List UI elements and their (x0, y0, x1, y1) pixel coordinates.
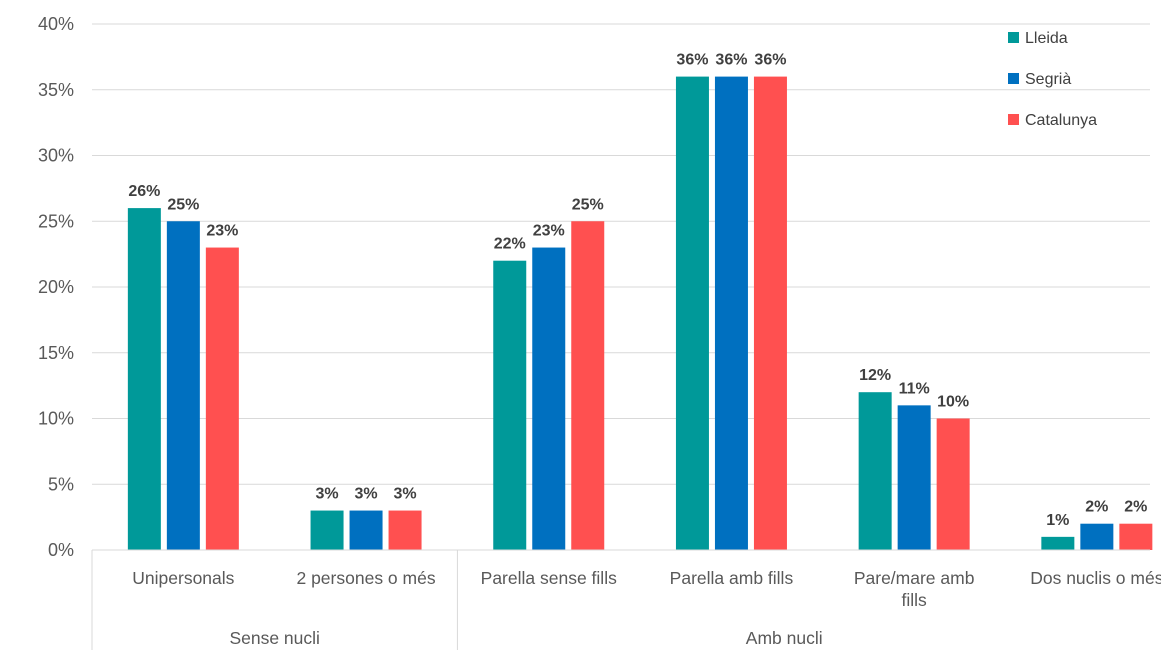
bar-segri- (897, 405, 931, 550)
bar-catalunya (388, 510, 422, 550)
bar-catalunya (936, 418, 970, 550)
data-label: 3% (354, 486, 377, 503)
x-category-label: 2 persones o més (296, 568, 435, 588)
bar-lleida (127, 208, 161, 550)
data-label: 3% (393, 486, 416, 503)
bar-catalunya (1119, 523, 1153, 550)
data-label: 26% (128, 183, 160, 200)
bar-catalunya (205, 247, 239, 551)
y-tick-label: 5% (48, 474, 74, 494)
bar-segri- (1080, 523, 1114, 550)
bar-lleida (310, 510, 344, 550)
bar-segri- (166, 221, 200, 550)
bar-segri- (532, 247, 566, 551)
y-tick-label: 40% (38, 14, 74, 34)
bar-segri- (714, 76, 748, 550)
bar-lleida (858, 392, 892, 550)
x-category-label: Parella sense fills (481, 568, 617, 588)
bar-lleida (675, 76, 709, 550)
data-labels: 26% 3% 22% 36% 12% 1% 25% 3% 23% 36% 11% 2% 23% 3% 25%… (128, 52, 1147, 529)
data-label: 2% (1085, 499, 1108, 516)
legend-swatch (1008, 32, 1019, 43)
legend-label: Lleida (1025, 30, 1068, 47)
legend-label: Segrià (1025, 71, 1071, 88)
data-label: 36% (676, 52, 708, 69)
gridlines (92, 23, 1150, 485)
data-label: 23% (533, 223, 565, 240)
x-category-label: Dos nuclis o més (1030, 568, 1161, 588)
legend-label: Catalunya (1025, 112, 1097, 129)
data-label: 3% (315, 486, 338, 503)
data-label: 1% (1046, 512, 1069, 529)
x-axis: Unipersonals 2 persones o més Parella sens… (91, 549, 1161, 650)
data-label: 36% (754, 52, 786, 69)
y-tick-label: 20% (38, 277, 74, 297)
bar-catalunya (571, 221, 605, 550)
x-category-label: Parella amb fills (670, 568, 794, 588)
y-tick-label: 15% (38, 343, 74, 363)
bar-segri- (349, 510, 383, 550)
y-axis-ticks: 0% 5% 10% 15% 20% 25% 30% 35% 40% (38, 14, 74, 560)
data-label: 22% (494, 236, 526, 253)
legend: Lleida Segrià Catalunya (1008, 30, 1097, 129)
x-category-label: Pare/mare amb (854, 568, 975, 588)
y-tick-label: 35% (38, 80, 74, 100)
legend-swatch (1008, 114, 1019, 125)
x-group-label: Amb nucli (746, 628, 823, 648)
data-label: 36% (715, 52, 747, 69)
y-tick-label: 0% (48, 540, 74, 560)
bar-catalunya (753, 76, 787, 550)
data-label: 25% (572, 196, 604, 213)
x-category-label: fills (902, 590, 928, 610)
x-group-label: Sense nucli (229, 628, 319, 648)
data-label: 2% (1124, 499, 1147, 516)
legend-swatch (1008, 73, 1019, 84)
x-category-label: Unipersonals (132, 568, 234, 588)
data-label: 12% (859, 367, 891, 384)
bar-lleida (493, 260, 527, 550)
data-label: 23% (206, 223, 238, 240)
bar-lleida (1041, 536, 1075, 550)
y-tick-label: 10% (38, 409, 74, 429)
bars (127, 76, 1153, 551)
y-tick-label: 30% (38, 146, 74, 166)
data-label: 10% (937, 394, 969, 411)
data-label: 25% (167, 196, 199, 213)
data-label: 11% (899, 380, 930, 397)
y-tick-label: 25% (38, 211, 74, 231)
